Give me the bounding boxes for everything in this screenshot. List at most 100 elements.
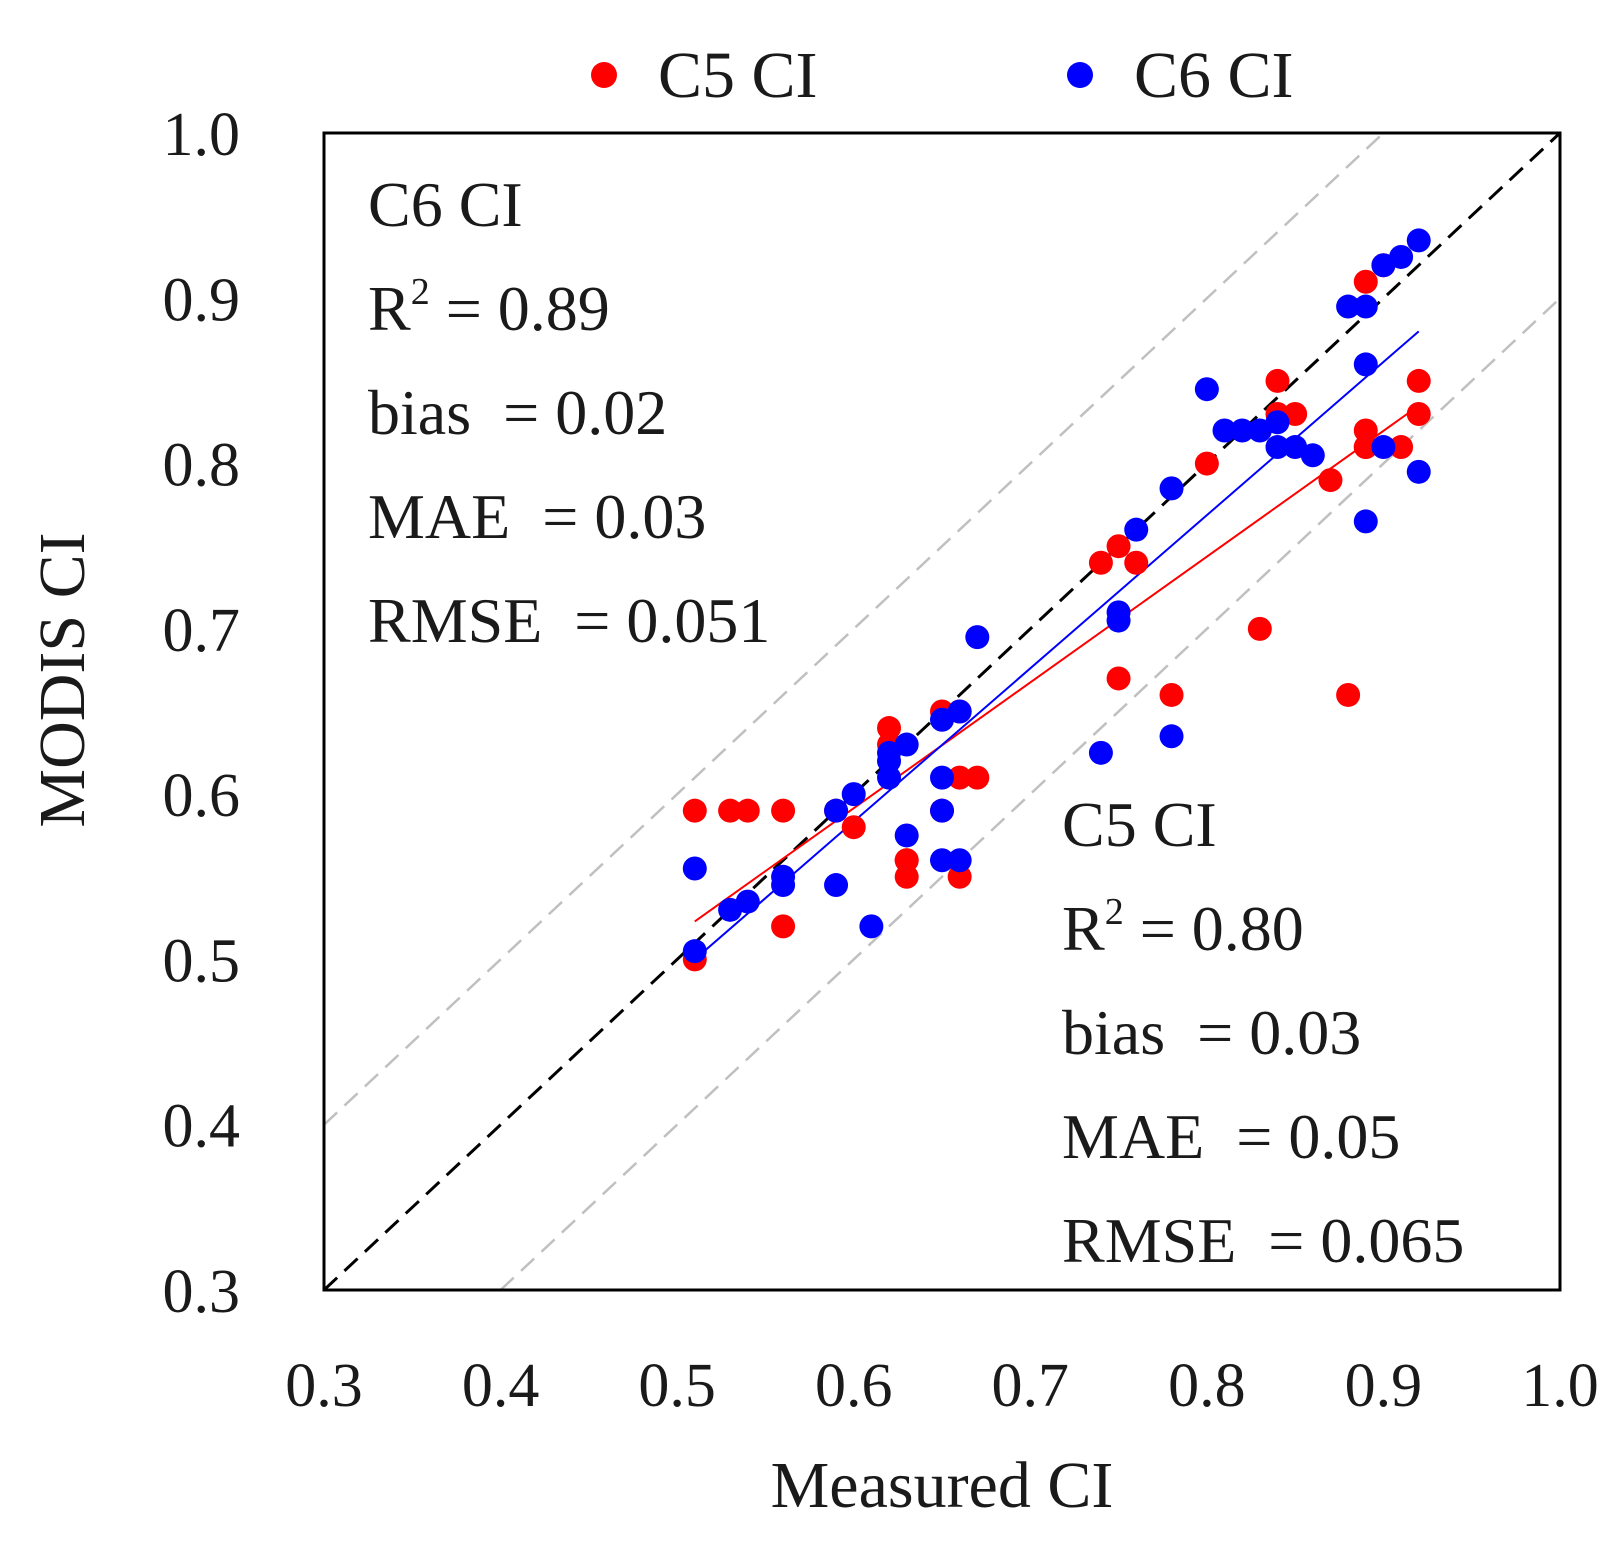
point-c5-ci: [1336, 682, 1361, 707]
plot-border: [322, 131, 1562, 1292]
y-tick-label: 0.3: [163, 1258, 241, 1326]
data-points: [682, 228, 1431, 972]
y-tick-label: 0.9: [163, 266, 241, 334]
point-c6-ci: [1265, 410, 1290, 435]
point-c5-ci: [718, 798, 743, 823]
point-c6-ci: [1159, 724, 1184, 749]
point-c5-ci: [1247, 616, 1272, 641]
x-tick-label: 0.9: [1345, 1352, 1423, 1420]
point-c5-ci: [1406, 401, 1431, 426]
point-c5-ci: [771, 798, 796, 823]
point-c6-ci: [1194, 377, 1219, 402]
point-c5-ci: [771, 914, 796, 939]
point-c6-ci: [965, 625, 990, 650]
point-c6-ci: [1353, 352, 1378, 377]
point-c6-ci: [1106, 600, 1131, 625]
x-tick-labels: 0.3 0.4 0.5 0.6 0.7 0.8 0.9 1.0: [285, 1352, 1599, 1420]
stats-c6-r2: R2 = 0.89: [368, 271, 610, 344]
stats-c6: C6 CI R2 = 0.89 bias = 0.02 MAE = 0.03 R…: [368, 169, 770, 656]
point-c6-ci: [841, 782, 866, 807]
y-tick-label: 1.0: [163, 101, 241, 169]
stats-c5-bias: bias = 0.03: [1062, 997, 1361, 1068]
y-axis-title: MODIS CI: [26, 532, 99, 827]
legend-marker-c6: [1067, 62, 1093, 88]
point-c6-ci: [682, 939, 707, 964]
stats-c5-r2: R2 = 0.80: [1062, 891, 1304, 964]
upper-bound-line: [323, 132, 1385, 1126]
point-c5-ci: [1088, 550, 1113, 575]
stats-c5-rmse: RMSE = 0.065: [1062, 1205, 1464, 1276]
point-c6-ci: [1353, 294, 1378, 319]
stats-c5-title: C5 CI: [1062, 789, 1217, 860]
y-tick-labels: 0.3 0.4 0.5 0.6 0.7 0.8 0.9 1.0: [163, 101, 241, 1326]
point-c5-ci: [1159, 682, 1184, 707]
point-c6-ci: [771, 873, 796, 898]
point-c6-ci: [930, 848, 954, 873]
point-c6-ci: [824, 873, 849, 898]
point-c6-ci: [682, 856, 707, 881]
point-c5-ci: [1406, 368, 1431, 393]
legend-marker-c5: [591, 62, 617, 88]
stats-c6-mae: MAE = 0.03: [368, 481, 706, 552]
point-c5-ci: [1318, 468, 1343, 493]
x-tick-label: 0.4: [462, 1352, 540, 1420]
x-tick-label: 0.3: [285, 1352, 363, 1420]
point-c6-ci: [1371, 435, 1396, 460]
x-tick-label: 0.8: [1168, 1352, 1246, 1420]
point-c6-ci: [1159, 476, 1184, 501]
y-tick-label: 0.5: [163, 927, 241, 995]
point-c6-ci: [930, 765, 954, 790]
point-c6-ci: [930, 798, 954, 823]
point-c5-ci: [894, 848, 919, 873]
y-tick-label: 0.6: [163, 762, 241, 830]
legend-label-c5: C5 CI: [658, 39, 818, 112]
point-c5-ci: [841, 815, 866, 840]
point-c6-ci: [859, 914, 884, 939]
fit-line-c5-ci: [694, 404, 1420, 923]
point-c6-ci: [877, 765, 902, 790]
point-c6-ci: [894, 823, 919, 848]
x-tick-label: 0.7: [992, 1352, 1070, 1420]
point-c5-ci: [1124, 550, 1149, 575]
y-tick-label: 0.8: [163, 432, 241, 500]
point-c5-ci: [682, 798, 707, 823]
point-c6-ci: [1300, 443, 1325, 468]
point-c6-ci: [1353, 509, 1378, 534]
point-c6-ci: [824, 798, 849, 823]
stats-c6-title: C6 CI: [368, 169, 523, 240]
point-c6-ci: [1336, 294, 1361, 319]
point-c6-ci: [1124, 517, 1149, 542]
lower-bound-line: [499, 297, 1561, 1291]
y-tick-label: 0.7: [163, 597, 241, 665]
stats-c6-bias: bias = 0.02: [368, 377, 667, 448]
point-c6-ci: [894, 732, 919, 757]
point-c5-ci: [947, 765, 972, 790]
point-c6-ci: [1389, 244, 1414, 269]
point-c6-ci: [1230, 418, 1255, 443]
point-c6-ci: [947, 848, 972, 873]
x-tick-label: 0.6: [815, 1352, 893, 1420]
point-c5-ci: [1353, 435, 1378, 460]
stats-c6-rmse: RMSE = 0.051: [368, 585, 770, 656]
legend: C5 CI C6 CI: [591, 39, 1294, 112]
y-tick-label: 0.4: [163, 1093, 241, 1161]
stats-c5-mae: MAE = 0.05: [1062, 1101, 1400, 1172]
point-c5-ci: [1353, 269, 1378, 294]
point-c5-ci: [1389, 435, 1414, 460]
point-c6-ci: [1265, 435, 1290, 460]
point-c5-ci: [735, 798, 760, 823]
point-c6-ci: [735, 889, 760, 914]
x-tick-label: 0.5: [638, 1352, 716, 1420]
point-c5-ci: [965, 765, 990, 790]
point-c6-ci: [1406, 228, 1431, 253]
point-c5-ci: [1106, 666, 1131, 691]
point-c5-ci: [894, 864, 919, 889]
point-c6-ci: [1088, 740, 1113, 765]
point-c6-ci: [1406, 459, 1431, 484]
legend-label-c6: C6 CI: [1134, 39, 1294, 112]
point-c5-ci: [1265, 368, 1290, 393]
x-tick-label: 1.0: [1521, 1352, 1599, 1420]
point-c5-ci: [1106, 534, 1131, 559]
x-axis-title: Measured CI: [771, 1449, 1114, 1522]
